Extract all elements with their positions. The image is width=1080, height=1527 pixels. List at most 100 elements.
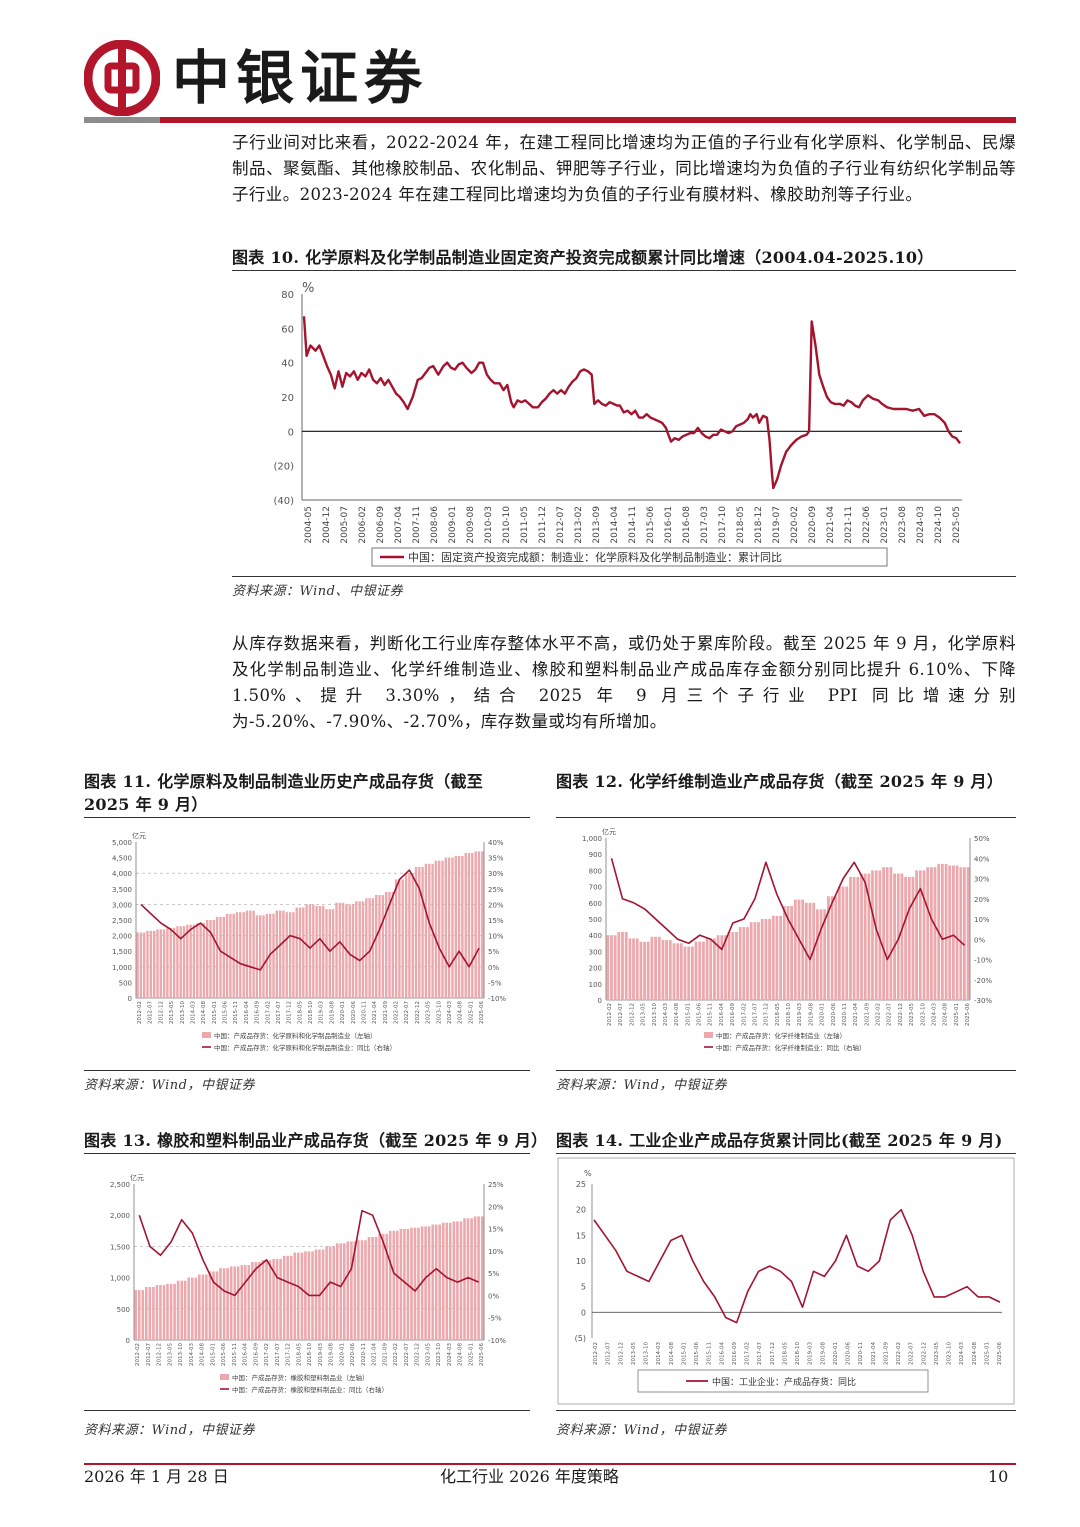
x-tick-label: 2021-09 — [383, 1001, 389, 1024]
inventory-bar — [202, 923, 206, 998]
left-tick-label: 2,500 — [110, 1181, 130, 1189]
left-axis-unit: 亿元 — [132, 831, 146, 840]
inventory-bar — [139, 932, 143, 998]
inventory-bar — [297, 1252, 300, 1340]
inventory-bar — [427, 1226, 431, 1340]
intro-paragraph: 子行业间对比来看，2022-2024 年，在建工程同比增速均为正值的子行业有化学… — [232, 133, 1016, 204]
inventory-bar — [900, 873, 904, 1000]
inventory-bar — [205, 1274, 208, 1340]
x-tick-label: 2015-06 — [694, 1342, 700, 1365]
x-tick-label: 2017-03 — [700, 506, 710, 544]
legend-label-line: 中国：产成品存货：化学原料和化学制品制造业：同比（右轴） — [214, 1043, 396, 1052]
inventory-bar — [258, 1262, 261, 1340]
x-tick-label: 2012-07 — [148, 1001, 154, 1024]
x-tick-label: 2018-05 — [775, 1003, 781, 1026]
x-tick-label: 2019-08 — [329, 1343, 335, 1366]
inventory-bar — [731, 932, 735, 1000]
inventory-bar — [930, 867, 933, 1000]
x-tick-label: 2016-09 — [253, 1343, 259, 1366]
x-tick-label: 2022-12 — [921, 1342, 927, 1365]
inventory-bar — [341, 902, 345, 998]
inventory-bar — [676, 943, 680, 1000]
x-tick-label: 2019-08 — [329, 1001, 335, 1024]
left-tick-label: 5,000 — [112, 839, 132, 847]
inventory-bar — [966, 867, 970, 1000]
inventory-bar — [198, 1274, 201, 1340]
inventory-bar — [166, 927, 169, 998]
inventory-bar — [849, 876, 852, 1000]
inventory-bar — [404, 873, 408, 998]
legend-swatch-bar — [202, 1032, 211, 1038]
inventory-bar — [434, 860, 438, 998]
figure-14-bottom-rule — [556, 1410, 1016, 1411]
x-tick-label: 2015-06 — [223, 1001, 229, 1024]
right-tick-label: 0% — [488, 964, 499, 972]
inventory-bar — [421, 867, 424, 998]
y-tick-label: 10 — [576, 1257, 586, 1266]
inventory-bar — [691, 946, 694, 1000]
inventory-bar — [431, 1224, 434, 1340]
right-tick-label: 15% — [488, 917, 504, 925]
x-tick-label: 2014-03 — [189, 1343, 195, 1366]
inventory-bar — [305, 904, 308, 998]
x-tick-label: 2015-01 — [210, 1343, 216, 1366]
inventory-bar — [180, 1280, 183, 1340]
inventory-bar — [461, 856, 464, 998]
inventory-bar — [687, 946, 691, 1000]
inventory-bar — [665, 940, 668, 1000]
figure-12-top-rule — [556, 817, 1016, 818]
inventory-bar — [272, 913, 275, 998]
y-tick-label: (5) — [575, 1334, 586, 1343]
inventory-bar — [275, 1258, 279, 1340]
x-tick-label: 2021-09 — [883, 1342, 889, 1365]
x-tick-label: 2023-01 — [880, 506, 890, 544]
inventory-bar — [753, 922, 757, 1000]
inventory-bar — [169, 927, 172, 998]
x-tick-label: 2020-01 — [340, 1001, 346, 1024]
figure-10-bottom-rule — [232, 576, 1016, 577]
x-tick-label: 2011-05 — [520, 506, 530, 544]
x-tick-label: 2014-04 — [610, 506, 620, 544]
inventory-bar — [338, 902, 341, 998]
x-tick-label: 2016-04 — [244, 1001, 250, 1024]
x-tick-label: 2023-10 — [920, 1003, 926, 1026]
inventory-bar — [418, 867, 421, 998]
x-tick-label: 2018-10 — [307, 1343, 313, 1366]
right-tick-label: 20% — [974, 896, 990, 904]
x-tick-label: 2014-08 — [201, 1001, 207, 1024]
x-tick-label: 2006-09 — [376, 506, 386, 544]
x-tick-label: 2024-08 — [972, 1342, 978, 1365]
footer-date: 2026 年 1 月 28 日 — [84, 1467, 229, 1486]
inventory-bar — [467, 852, 471, 998]
inventory-bar — [442, 1222, 445, 1340]
inventory-bar — [368, 898, 371, 998]
left-tick-label: 0 — [128, 995, 132, 1003]
x-tick-label: 2025-01 — [468, 1343, 474, 1366]
inventory-bar — [889, 867, 893, 1000]
inventory-bar — [793, 899, 797, 1000]
x-tick-label: 2005-07 — [340, 506, 350, 544]
right-tick-label: 10% — [974, 916, 990, 924]
x-tick-label: 2013-05 — [167, 1343, 173, 1366]
inventory-bar — [388, 891, 391, 998]
inventory-bar — [149, 930, 153, 998]
inventory-bar — [760, 919, 764, 1000]
inventory-bar — [244, 1265, 247, 1340]
inventory-bar — [268, 1260, 272, 1340]
footer-title: 化工行业 2026 年度策略 — [440, 1467, 619, 1486]
x-tick-label: 2021-09 — [864, 1003, 870, 1026]
inventory-bar — [621, 932, 624, 1000]
y-tick-label: 20 — [576, 1206, 586, 1215]
inventory-bar — [351, 904, 355, 998]
inventory-bar — [683, 946, 687, 1000]
inventory-bar — [438, 1224, 441, 1340]
inventory-bar — [808, 902, 812, 1000]
inventory-bar — [713, 938, 716, 1000]
inventory-bar — [240, 1265, 244, 1340]
x-tick-label: 2012-12 — [158, 1001, 164, 1024]
figure-10-source: 资料来源：Wind、中银证券 — [232, 584, 403, 599]
inventory-bar — [212, 920, 215, 998]
x-tick-label: 2019-03 — [318, 1343, 324, 1366]
x-tick-label: 2021-04 — [372, 1343, 378, 1366]
chart-frame — [557, 1157, 1015, 1405]
